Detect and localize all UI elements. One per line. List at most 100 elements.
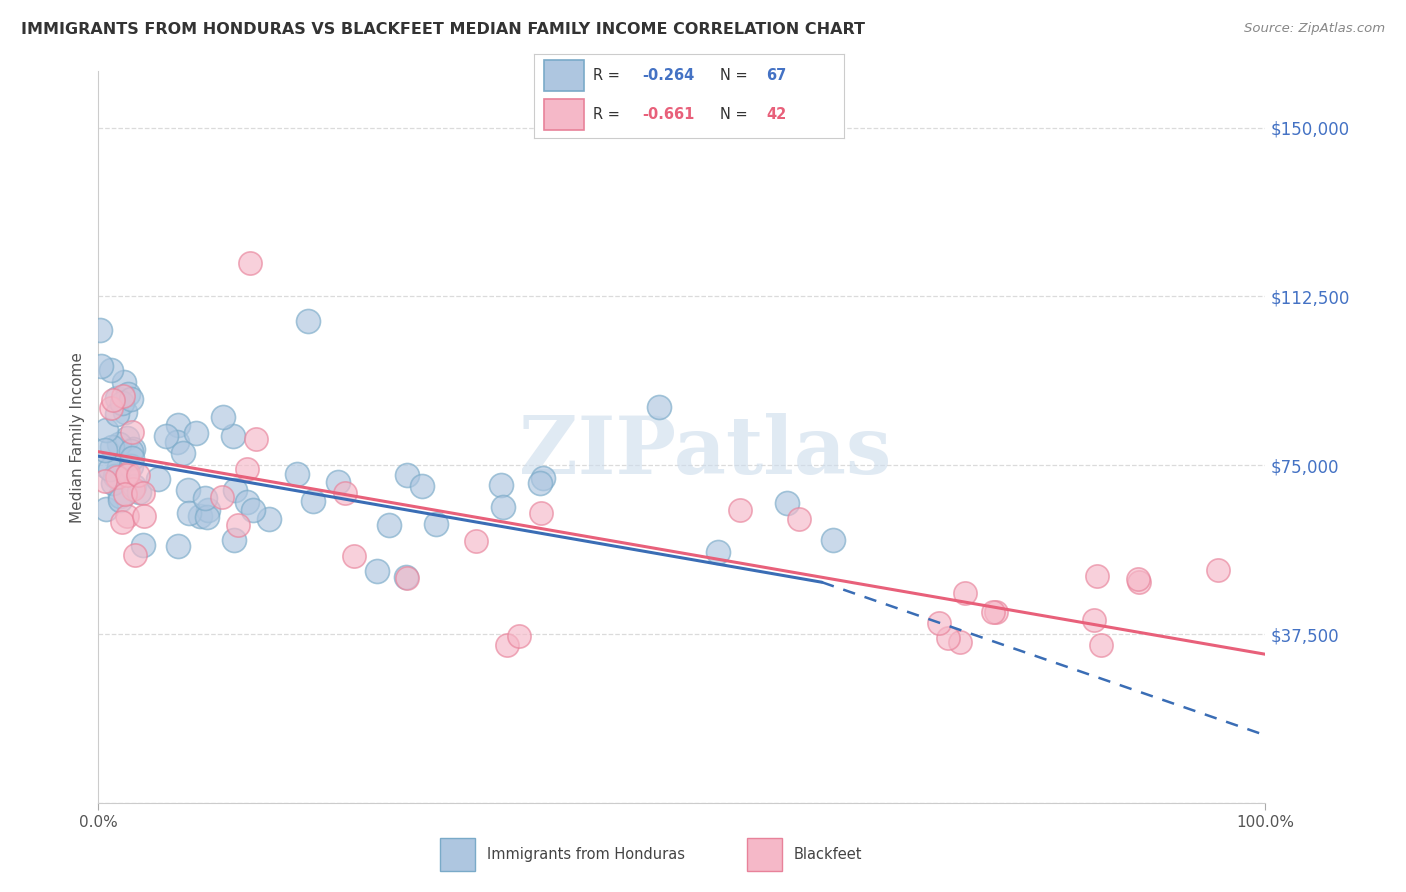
Point [131,486,153,500]
Point [115,432,138,446]
Point [236,461,259,475]
Point [221,428,243,442]
Point [236,495,259,509]
Point [127,468,149,483]
Point [496,638,519,652]
Point [1083,613,1105,627]
Text: -0.264: -0.264 [643,68,695,83]
Point [111,388,134,402]
Point [120,444,142,458]
Point [89,323,111,337]
Point [105,391,128,405]
Point [981,605,1004,619]
Point [128,485,150,500]
Point [936,631,959,645]
Point [122,478,145,492]
Point [1090,638,1112,652]
Point [121,451,143,466]
Point [121,482,143,496]
Point [224,483,246,497]
Point [489,478,512,492]
Point [132,538,155,552]
Point [115,468,138,483]
Point [177,483,200,497]
Point [194,491,217,505]
Bar [544,99,583,130]
Y-axis label: Median Family Income: Median Family Income [70,351,86,523]
Point [425,516,447,531]
Point [1206,563,1229,577]
Text: N =: N = [720,68,752,83]
Point [155,429,177,443]
Point [508,629,530,643]
Point [108,459,131,474]
Point [90,359,112,374]
Point [117,387,139,401]
Point [529,476,551,491]
Point [108,437,131,451]
Point [121,442,143,456]
Point [395,468,418,483]
Point [776,496,799,510]
Point [120,392,142,407]
Point [949,635,972,649]
Point [823,533,845,547]
Point [531,471,554,485]
Point [111,396,134,410]
Text: Blackfeet: Blackfeet [794,847,862,862]
Text: 67: 67 [766,68,786,83]
Text: Immigrants from Honduras: Immigrants from Honduras [486,847,685,862]
Point [117,467,139,481]
Point [302,494,325,508]
Point [114,487,136,501]
Point [333,486,356,500]
Point [259,512,281,526]
Point [328,475,350,489]
Point [96,423,118,437]
Point [94,443,117,458]
Point [177,506,200,520]
Text: ZIPatlas: ZIPatlas [519,413,891,491]
Point [101,392,124,407]
Point [188,508,211,523]
Text: Source: ZipAtlas.com: Source: ZipAtlas.com [1244,22,1385,36]
Point [953,586,976,600]
Point [197,503,219,517]
Point [94,474,117,488]
Bar [544,61,583,91]
Point [132,508,155,523]
Point [226,518,249,533]
Point [107,470,129,484]
Point [211,490,233,504]
Point [984,605,1007,619]
Point [120,458,142,473]
Point [184,425,207,440]
Point [245,432,267,446]
Point [124,548,146,562]
Point [166,434,188,449]
Point [411,479,433,493]
Bar [440,838,475,871]
Point [104,469,127,483]
Point [115,508,138,523]
Point [396,572,419,586]
Point [107,408,129,422]
Point [297,314,319,328]
Point [146,472,169,486]
Point [111,516,134,530]
Point [211,409,233,424]
Point [108,489,131,503]
Point [928,615,950,630]
Point [395,570,418,584]
Point [730,503,752,517]
Point [378,517,401,532]
Point [101,476,124,491]
Text: IMMIGRANTS FROM HONDURAS VS BLACKFEET MEDIAN FAMILY INCOME CORRELATION CHART: IMMIGRANTS FROM HONDURAS VS BLACKFEET ME… [21,22,865,37]
Point [96,458,118,473]
Point [366,564,388,578]
Point [100,462,122,476]
Point [195,510,218,524]
Point [222,533,245,548]
Point [121,425,143,439]
Point [96,501,118,516]
